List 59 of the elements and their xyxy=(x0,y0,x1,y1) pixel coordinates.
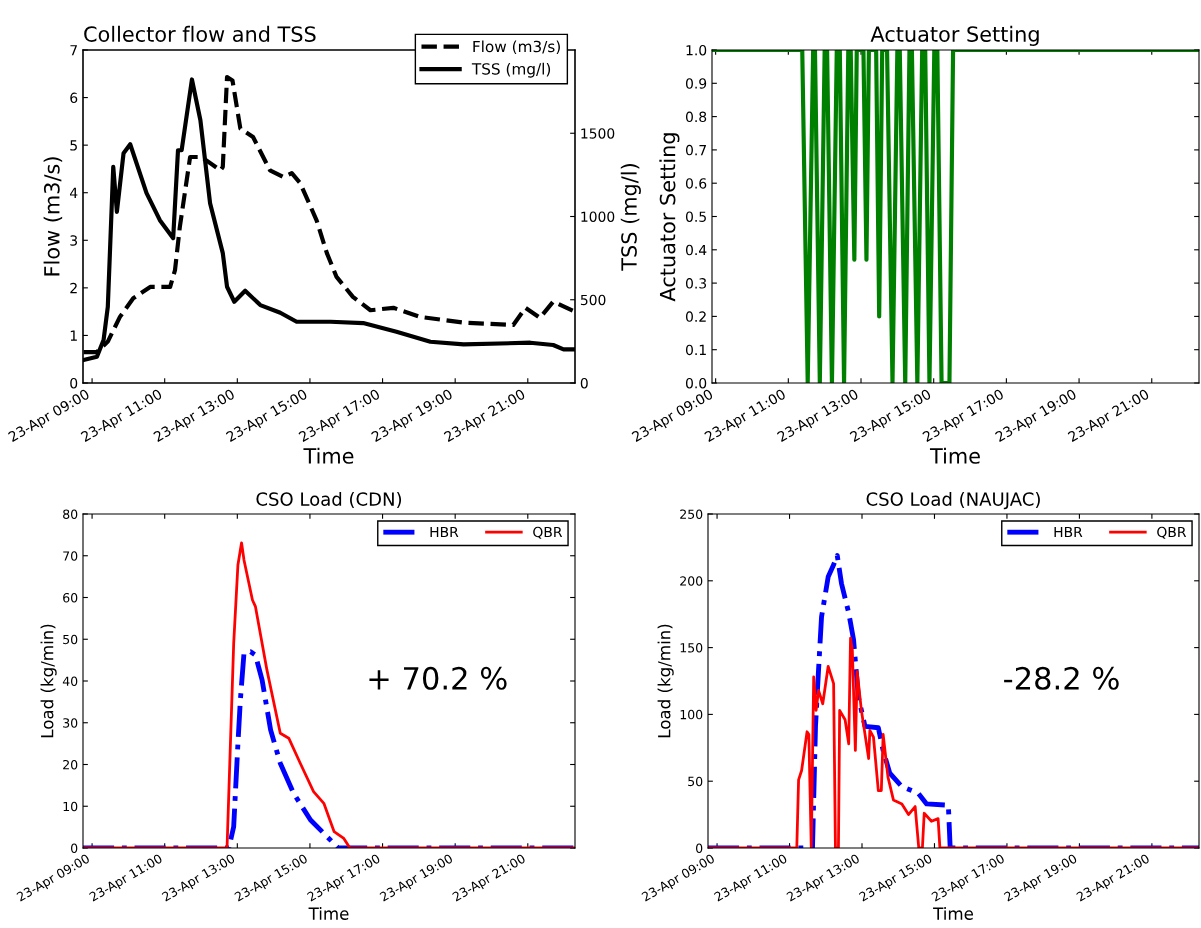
y-tick-label: 0.1 xyxy=(685,344,706,356)
y-tick-label: 0.2 xyxy=(685,311,706,322)
y-tick-label: 0.8 xyxy=(685,111,707,123)
y-tick-label: 20 xyxy=(63,759,78,770)
y2-tick-label: 500 xyxy=(580,294,606,306)
y-tick-label: 0.5 xyxy=(685,211,706,222)
y-axis-title: Load (kg/min) xyxy=(40,624,57,738)
y-tick-label: 4 xyxy=(69,187,78,198)
y-tick-label: 100 xyxy=(680,709,703,720)
legend-label: HBR xyxy=(430,526,459,538)
legend-label: QBR xyxy=(533,526,563,539)
y-tick-label: 7 xyxy=(70,45,77,56)
y-tick-label: 250 xyxy=(680,509,703,519)
y-tick-label: 2 xyxy=(70,282,77,294)
y-tick-label: 40 xyxy=(62,676,78,686)
x-axis-title: Time xyxy=(308,906,349,920)
y-tick-label: 80 xyxy=(63,509,78,519)
y-tick-label: 3 xyxy=(70,235,78,246)
y-tick-label: 0.3 xyxy=(685,278,707,289)
legend-label: QBR xyxy=(1157,526,1187,539)
legend-label: HBR xyxy=(1054,526,1083,538)
y-tick-label: 70 xyxy=(63,551,78,561)
chart-title: Actuator Setting xyxy=(870,25,1039,46)
y-tick-label: 0 xyxy=(70,377,78,389)
y2-tick-label: 1000 xyxy=(581,211,615,222)
legend-label: Flow (m3/s) xyxy=(473,40,560,55)
chart-title: Collector flow and TSS xyxy=(84,25,316,42)
x-axis-title: Time xyxy=(929,447,980,464)
y-tick-label: 0.4 xyxy=(685,244,707,256)
y-tick-label: 0 xyxy=(71,843,78,853)
y-tick-label: 30 xyxy=(63,718,78,728)
y2-axis-title: TSS (mg/l) xyxy=(620,164,641,271)
x-axis-title: Time xyxy=(933,906,973,920)
y-tick-label: 10 xyxy=(63,801,78,812)
y-tick-label: 0 xyxy=(696,843,703,853)
y-axis-title: Flow (m3/s) xyxy=(43,157,63,276)
annotation: + 70.2 % xyxy=(369,666,507,690)
chart-title: CSO Load (CDN) xyxy=(256,491,402,509)
annotation: -28.2 % xyxy=(1004,666,1119,690)
x-axis-title: Time xyxy=(303,447,354,464)
y-tick-label: 0.0 xyxy=(685,377,707,389)
y2-tick-label: 0 xyxy=(580,377,588,389)
y-tick-label: 50 xyxy=(63,634,78,645)
y-tick-label: 6 xyxy=(70,92,78,104)
y-tick-label: 1 xyxy=(70,330,77,341)
y-tick-label: 60 xyxy=(63,592,78,603)
y-tick-label: 0.7 xyxy=(685,144,706,156)
y-tick-label: 50 xyxy=(688,776,703,787)
y-axis-title: Load (kg/min) xyxy=(657,624,674,738)
legend-label: TSS (mg/l) xyxy=(471,62,551,78)
y-tick-label: 1.0 xyxy=(686,44,707,56)
y-tick-label: 150 xyxy=(680,643,703,653)
y-tick-label: 0.9 xyxy=(685,78,707,89)
y-tick-label: 200 xyxy=(680,576,703,586)
y-tick-label: 5 xyxy=(70,140,77,151)
y2-tick-label: 1500 xyxy=(581,128,615,139)
y-axis-title: Actuator Setting xyxy=(659,133,680,302)
chart-title: CSO Load (NAUJAC) xyxy=(866,491,1040,510)
y-tick-label: 0.6 xyxy=(685,178,707,189)
